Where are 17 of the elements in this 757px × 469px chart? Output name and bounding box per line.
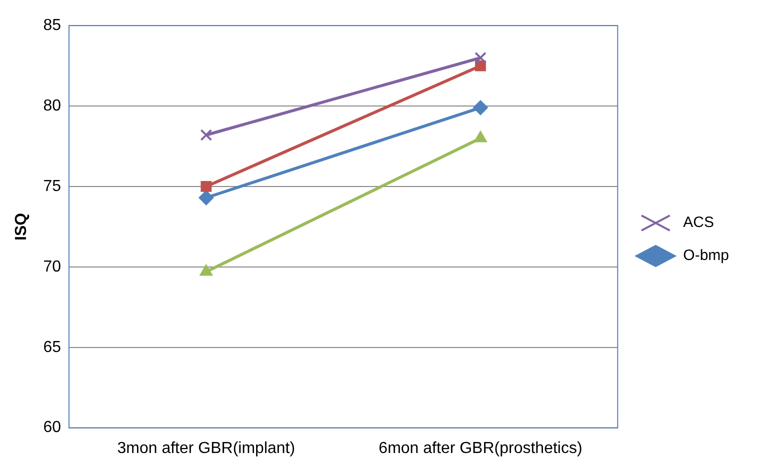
y-tick-label: 70 <box>43 258 62 276</box>
point <box>200 181 212 192</box>
y-tick-label: 60 <box>43 419 62 436</box>
y-tick-label: 65 <box>43 338 62 356</box>
y-tick-label: 85 <box>43 17 62 34</box>
point <box>200 129 212 141</box>
y-tick-label: 80 <box>43 97 62 114</box>
legend-label: O-bmp <box>683 247 729 264</box>
point <box>475 60 486 72</box>
point <box>474 52 486 64</box>
y-axis-title: ISQ <box>13 212 30 240</box>
legend-label: ACS <box>683 214 714 232</box>
x-tick-label: 6mon after GBR(prosthetics) <box>378 440 582 457</box>
x-tick-label: 3mon after GBR(implant) <box>117 440 296 457</box>
point <box>472 100 488 116</box>
point <box>198 190 214 206</box>
y-tick-label: 75 <box>43 178 62 195</box>
